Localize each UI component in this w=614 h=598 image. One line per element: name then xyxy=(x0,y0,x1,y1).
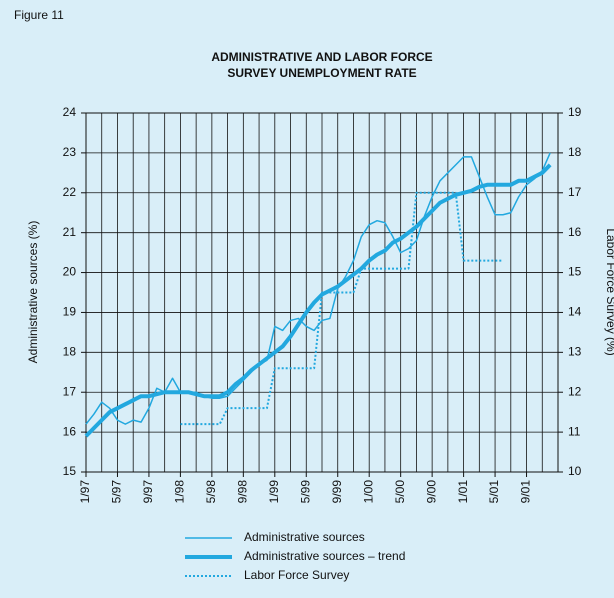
chart-subtitle: SURVEY UNEMPLOYMENT RATE xyxy=(227,66,416,80)
legend-label: Administrative sources – trend xyxy=(244,549,405,563)
y2-tick-label: 18 xyxy=(568,145,582,159)
y2-tick-label: 19 xyxy=(568,105,582,119)
y-tick-label: 21 xyxy=(63,225,77,239)
y-tick-label: 16 xyxy=(63,424,77,438)
y-tick-label: 24 xyxy=(63,105,77,119)
y-tick-label: 19 xyxy=(63,305,77,319)
x-tick-label: 5/00 xyxy=(393,480,407,504)
y-tick-label: 23 xyxy=(63,145,77,159)
chart-title: ADMINISTRATIVE AND LABOR FORCE xyxy=(211,50,432,64)
y2-tick-label: 15 xyxy=(568,265,582,279)
y-tick-label: 20 xyxy=(63,265,77,279)
x-tick-label: 9/01 xyxy=(519,480,533,504)
x-tick-label: 1/99 xyxy=(267,480,281,504)
y-tick-label: 22 xyxy=(63,185,77,199)
x-tick-label: 5/01 xyxy=(487,480,501,504)
y2-tick-label: 12 xyxy=(568,384,582,398)
y2-axis-label: Labor Force Survey (%) xyxy=(604,228,614,355)
x-tick-label: 9/99 xyxy=(330,480,344,504)
x-tick-label: 9/00 xyxy=(424,480,438,504)
y-tick-label: 17 xyxy=(63,384,77,398)
x-tick-label: 9/97 xyxy=(141,480,155,504)
y2-tick-label: 13 xyxy=(568,345,582,359)
legend-label: Administrative sources xyxy=(244,530,365,544)
y-axis-label: Administrative sources (%) xyxy=(26,221,40,364)
y2-tick-label: 11 xyxy=(568,424,581,438)
x-tick-label: 1/98 xyxy=(173,480,187,504)
series-line xyxy=(84,163,552,438)
x-tick-label: 5/98 xyxy=(204,480,218,504)
x-tick-label: 1/97 xyxy=(78,480,92,504)
figure-label: Figure 11 xyxy=(14,8,64,22)
x-tick-label: 1/00 xyxy=(361,480,375,504)
y-tick-label: 15 xyxy=(63,464,77,478)
y2-tick-label: 17 xyxy=(568,185,582,199)
x-tick-label: 5/97 xyxy=(110,480,124,504)
x-tick-label: 1/01 xyxy=(456,480,470,504)
x-tick-label: 5/99 xyxy=(298,480,312,504)
series-line xyxy=(180,191,503,426)
x-tick-label: 9/98 xyxy=(236,480,250,504)
y-tick-label: 18 xyxy=(63,345,77,359)
y2-tick-label: 14 xyxy=(568,305,582,319)
legend-label: Labor Force Survey xyxy=(244,568,349,582)
y2-tick-label: 16 xyxy=(568,225,582,239)
y2-tick-label: 10 xyxy=(568,464,582,478)
